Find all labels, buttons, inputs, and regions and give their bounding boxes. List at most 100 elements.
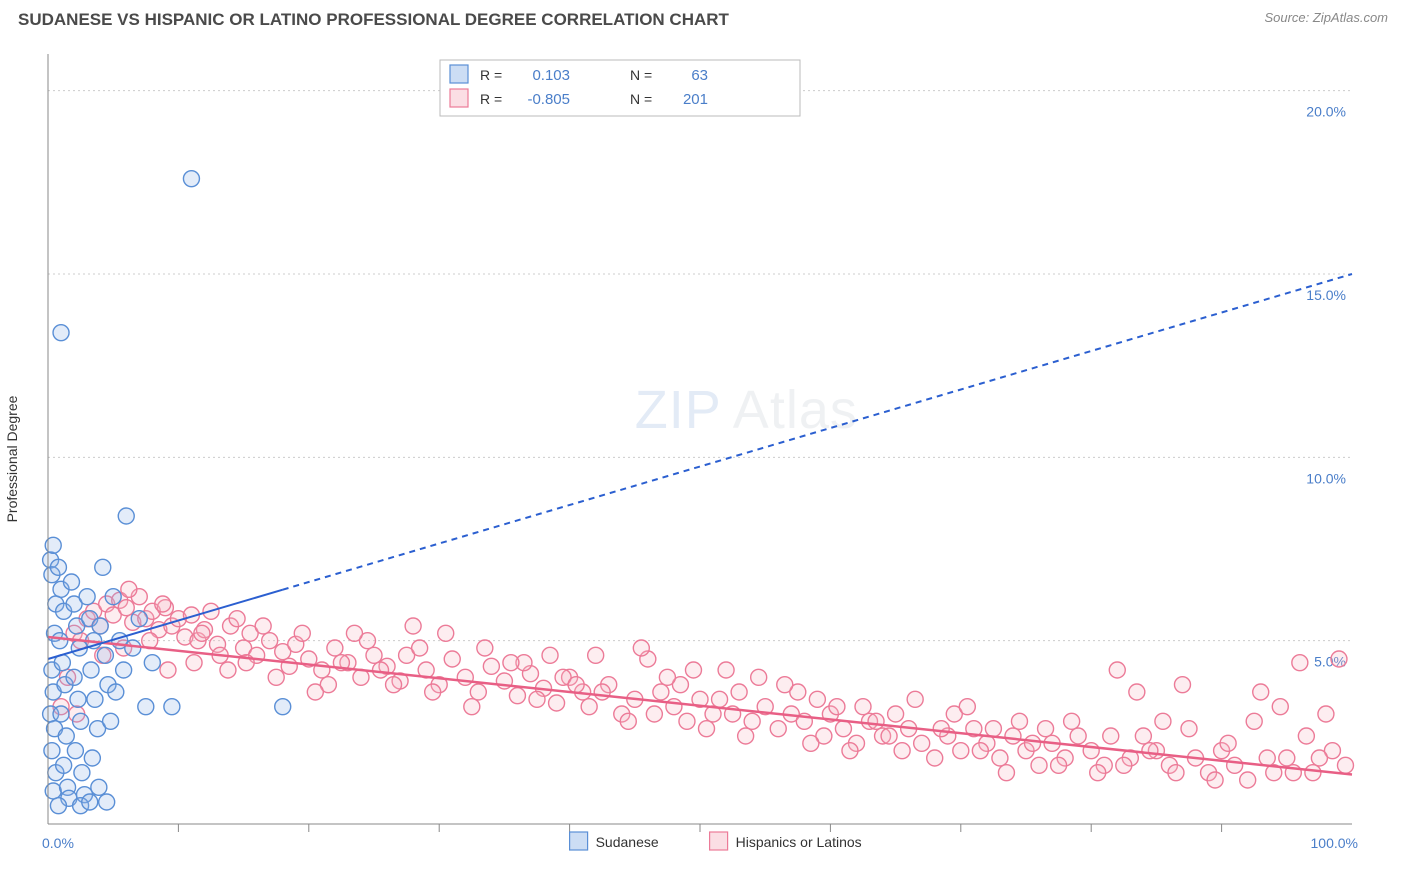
legend-r-label: R = bbox=[480, 67, 502, 83]
y-tick-label: 20.0% bbox=[1306, 104, 1346, 120]
data-point bbox=[255, 618, 271, 634]
data-point bbox=[1031, 757, 1047, 773]
data-point bbox=[509, 688, 525, 704]
data-point bbox=[444, 651, 460, 667]
data-point bbox=[74, 765, 90, 781]
data-point bbox=[1240, 772, 1256, 788]
data-point bbox=[1220, 735, 1236, 751]
data-point bbox=[542, 647, 558, 663]
data-point bbox=[67, 743, 83, 759]
data-point bbox=[685, 662, 701, 678]
legend-n-label: N = bbox=[630, 91, 652, 107]
data-point bbox=[125, 640, 141, 656]
data-point bbox=[118, 600, 134, 616]
data-point bbox=[63, 574, 79, 590]
data-point bbox=[1207, 772, 1223, 788]
data-point bbox=[91, 779, 107, 795]
data-point bbox=[97, 647, 113, 663]
data-point bbox=[1090, 765, 1106, 781]
data-point bbox=[633, 640, 649, 656]
data-point bbox=[105, 589, 121, 605]
data-point bbox=[1168, 765, 1184, 781]
data-point bbox=[809, 691, 825, 707]
x-tick-label-right: 100.0% bbox=[1311, 835, 1358, 851]
data-point bbox=[50, 559, 66, 575]
data-point bbox=[777, 677, 793, 693]
data-point bbox=[108, 684, 124, 700]
data-point bbox=[998, 765, 1014, 781]
data-point bbox=[1025, 735, 1041, 751]
chart-source: Source: ZipAtlas.com bbox=[1264, 10, 1388, 25]
data-point bbox=[483, 658, 499, 674]
data-point bbox=[79, 589, 95, 605]
x-tick-label-left: 0.0% bbox=[42, 835, 74, 851]
chart-header: SUDANESE VS HISPANIC OR LATINO PROFESSIO… bbox=[0, 0, 1406, 34]
data-point bbox=[1129, 684, 1145, 700]
data-point bbox=[1005, 728, 1021, 744]
data-point bbox=[1246, 713, 1262, 729]
data-point bbox=[803, 735, 819, 751]
data-point bbox=[138, 699, 154, 715]
watermark-text: Atlas bbox=[733, 380, 858, 440]
data-point bbox=[412, 640, 428, 656]
data-point bbox=[52, 633, 68, 649]
legend-r-value-sudanese: 0.103 bbox=[532, 67, 570, 84]
data-point bbox=[53, 325, 69, 341]
data-point bbox=[914, 735, 930, 751]
y-tick-label: 10.0% bbox=[1306, 470, 1346, 486]
data-point bbox=[855, 699, 871, 715]
data-point bbox=[56, 757, 72, 773]
data-point bbox=[751, 669, 767, 685]
data-point bbox=[464, 699, 480, 715]
data-point bbox=[620, 713, 636, 729]
data-point bbox=[425, 684, 441, 700]
legend-n-value-sudanese: 63 bbox=[691, 67, 708, 84]
data-point bbox=[992, 750, 1008, 766]
legend-r-value-hispanic: -0.805 bbox=[527, 91, 570, 108]
data-point bbox=[959, 699, 975, 715]
data-point bbox=[568, 677, 584, 693]
watermark-text: ZIP bbox=[635, 380, 722, 440]
data-point bbox=[103, 713, 119, 729]
data-point bbox=[66, 669, 82, 685]
data-point bbox=[1155, 713, 1171, 729]
data-point bbox=[1331, 651, 1347, 667]
data-point bbox=[1253, 684, 1269, 700]
data-point bbox=[92, 618, 108, 634]
data-point bbox=[294, 625, 310, 641]
data-point bbox=[84, 750, 100, 766]
data-point bbox=[82, 794, 98, 810]
data-point bbox=[1272, 699, 1288, 715]
data-point bbox=[1298, 728, 1314, 744]
scatter-chart: 5.0%10.0%15.0%20.0%ZIPAtlas0.0%100.0%R =… bbox=[0, 34, 1406, 884]
data-point bbox=[1181, 721, 1197, 737]
data-point bbox=[1311, 750, 1327, 766]
data-point bbox=[972, 743, 988, 759]
data-point bbox=[50, 798, 66, 814]
data-point bbox=[842, 743, 858, 759]
data-point bbox=[829, 699, 845, 715]
data-point bbox=[503, 655, 519, 671]
data-point bbox=[53, 706, 69, 722]
data-point bbox=[1011, 713, 1027, 729]
data-point bbox=[1135, 728, 1151, 744]
data-point bbox=[366, 647, 382, 663]
data-point bbox=[95, 559, 111, 575]
data-point bbox=[346, 625, 362, 641]
data-point bbox=[907, 691, 923, 707]
data-point bbox=[1083, 743, 1099, 759]
data-point bbox=[666, 699, 682, 715]
data-point bbox=[194, 625, 210, 641]
data-point bbox=[712, 691, 728, 707]
data-point bbox=[70, 691, 86, 707]
data-point bbox=[164, 699, 180, 715]
data-point bbox=[770, 721, 786, 737]
data-point bbox=[386, 677, 402, 693]
data-point bbox=[679, 713, 695, 729]
data-point bbox=[186, 655, 202, 671]
legend-r-label: R = bbox=[480, 91, 502, 107]
bottom-legend-swatch-sudanese bbox=[570, 832, 588, 850]
data-point bbox=[1318, 706, 1334, 722]
data-point bbox=[160, 662, 176, 678]
data-point bbox=[307, 684, 323, 700]
